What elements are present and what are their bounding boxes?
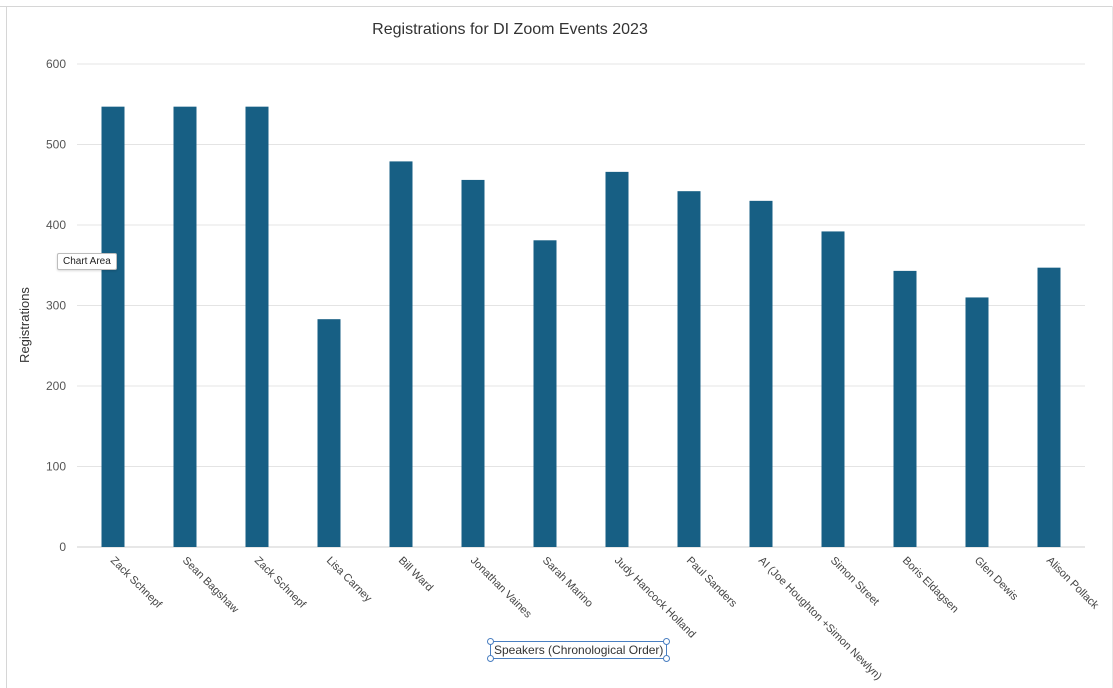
bar[interactable] [893,270,917,547]
selection-handle-icon[interactable] [663,655,671,662]
gridlines [77,63,1085,548]
bar[interactable] [389,161,413,547]
y-axis-ticks: 0 100 200 300 400 500 600 [46,57,66,554]
bar[interactable] [605,171,629,547]
x-category-label: Boris Eldagsen [900,555,961,616]
selection-handle-icon[interactable] [663,638,671,645]
bar[interactable] [677,191,701,547]
bar[interactable] [101,106,125,547]
y-tick-label: 200 [46,379,66,393]
x-category-label: Lisa Carney [324,555,374,605]
selection-handle-icon[interactable] [487,638,494,645]
x-category-label: Alison Pollack [1044,555,1101,612]
bar[interactable] [245,106,269,547]
bar[interactable] [533,240,557,548]
bar[interactable] [965,297,989,547]
bar[interactable] [173,106,197,547]
x-category-label: AI (Joe Houghton +Simon Newlyn) [756,555,884,683]
y-tick-label: 600 [46,57,66,71]
x-category-label: Judy Hancock Holland [612,555,698,641]
x-category-label: Zack Schnepf [252,555,309,612]
x-category-label: Bill Ward [396,555,435,594]
bar[interactable] [749,200,773,547]
bar[interactable] [461,179,485,548]
x-category-label: Zack Schnepf [108,555,165,612]
x-category-label: Simon Street [828,555,881,608]
bar[interactable] [317,319,341,547]
chart-title: Registrations for DI Zoom Events 2023 [372,21,648,38]
bar[interactable] [821,231,845,547]
x-axis-category-labels: Zack Schnepf Sean Bagshaw Zack Schnepf Lisa… [108,555,1101,683]
x-category-label: Sarah Marino [540,555,595,610]
x-category-label: Jonathan Vaines [468,555,534,621]
bars[interactable] [101,106,1061,548]
y-tick-label: 0 [59,540,66,554]
y-tick-label: 500 [46,138,66,152]
y-tick-label: 400 [46,218,66,232]
x-axis-label: Speakers (Chronological Order) [494,643,664,657]
selection-handle-icon[interactable] [487,655,494,662]
x-axis-title-selected[interactable]: Speakers (Chronological Order) [487,638,671,662]
x-category-label: Glen Dewis [972,555,1021,604]
y-axis-label: Registrations [17,287,32,363]
x-category-label: Sean Bagshaw [180,555,241,616]
frame-top-border [0,6,1113,7]
y-tick-label: 300 [46,299,66,313]
x-category-label: Paul Sanders [684,555,740,611]
bar[interactable] [1037,267,1061,547]
frame-left-border [6,6,7,688]
chart-area-tooltip: Chart Area [57,253,117,270]
y-tick-label: 100 [46,460,66,474]
